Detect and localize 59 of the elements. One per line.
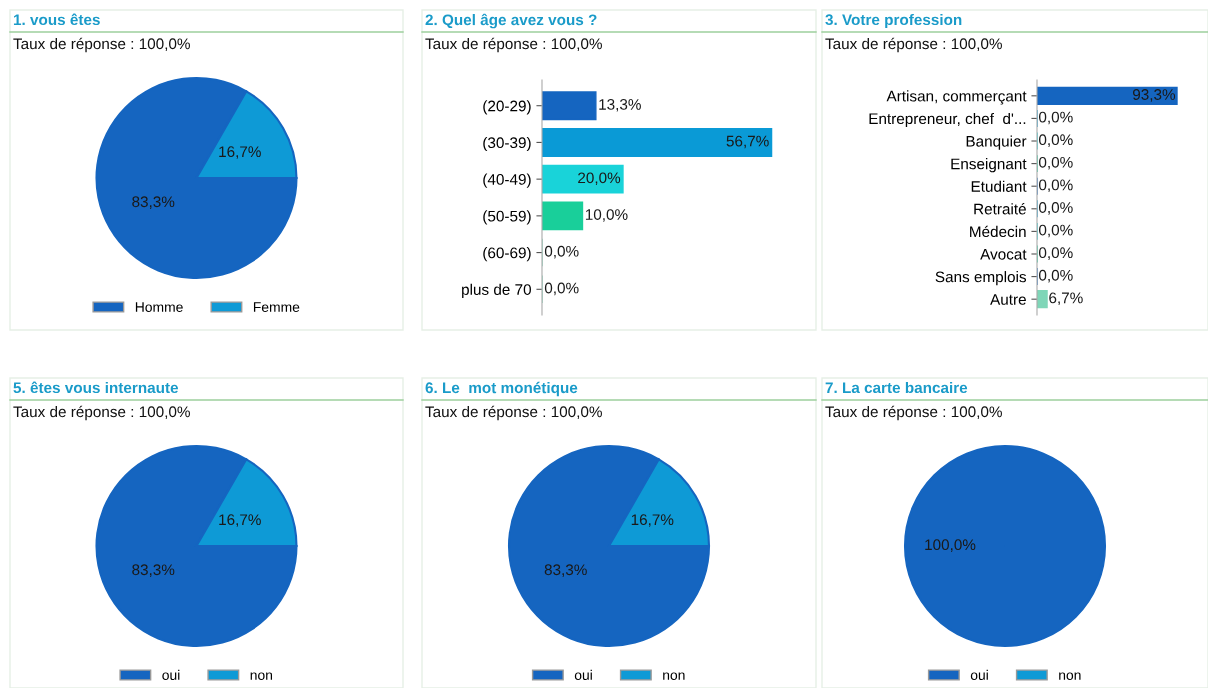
legend-label: Femme [253, 302, 300, 312]
data-label: 83,3% [544, 564, 587, 577]
y-tick-label: (30-39) [483, 136, 531, 152]
legend-label: Homme [135, 302, 183, 312]
data-label: 0,0% [1039, 247, 1073, 260]
data-label: 0,0% [1039, 224, 1073, 238]
y-tick-label: (50-59) [483, 210, 531, 225]
y-tick-label: Banquier [966, 135, 1027, 150]
chart-title: 1. vous êtes [13, 13, 100, 26]
data-label: 56,7% [726, 135, 769, 149]
chart-subtitle: Taux de réponse : 100,0% [425, 405, 602, 421]
legend-label: oui [162, 669, 180, 680]
y-tick-label: plus de 70 [462, 283, 531, 298]
data-label: 93,3% [1133, 89, 1176, 102]
data-label: 13,3% [599, 98, 641, 112]
chart-subtitle: Taux de réponse : 100,0% [13, 37, 190, 53]
y-tick-label: Retraité [974, 203, 1026, 215]
y-tick-label: (40-49) [483, 173, 531, 188]
data-label: 16,7% [631, 514, 674, 527]
y-tick-label: Artisan, commerçant [886, 90, 1027, 105]
chart-title: 7. La carte bancaire [825, 381, 968, 394]
data-label: 16,7% [219, 514, 261, 527]
data-label: 100,0% [925, 539, 976, 552]
data-label: 0,0% [544, 245, 579, 259]
legend-label: oui [970, 669, 988, 680]
data-label: 0,0% [1039, 202, 1073, 215]
text: Taux de réponse : 100,0% [825, 37, 1002, 53]
chart-title: 2. Quel âge avez vous ? [425, 13, 597, 29]
y-tick-label: Entrepreneur, chef d'... [869, 112, 1026, 128]
y-tick-label: Sans emplois [935, 271, 1027, 286]
chart-title: 5. êtes vous internaute [13, 381, 179, 394]
data-label: 0,0% [1039, 179, 1073, 193]
legend-label: oui [574, 669, 592, 680]
legend-label: non [250, 672, 273, 680]
y-tick-label: (60-69) [483, 247, 531, 262]
chart-subtitle: Taux de réponse : 100,0% [825, 405, 1002, 421]
data-label: 0,0% [1039, 111, 1073, 125]
data-label: 16,7% [219, 146, 261, 159]
data-label: 20,0% [578, 172, 621, 186]
y-tick-label: Enseignant [951, 158, 1027, 173]
legend-label: non [1059, 672, 1081, 680]
data-label: 0,0% [1039, 269, 1073, 283]
chart-title: 6. Le mot monétique [425, 381, 578, 397]
legend-label: non [663, 672, 685, 680]
y-tick-label: Médecin [970, 225, 1026, 238]
data-label: 0,0% [1039, 156, 1073, 170]
text: 3. Votre profession [825, 13, 962, 29]
y-tick-label: (20-29) [483, 100, 531, 115]
data-label: 0,0% [1039, 134, 1073, 147]
data-label: 0,0% [544, 282, 579, 296]
y-tick-label: Avocat [980, 249, 1027, 260]
y-tick-label: Etudiant [971, 180, 1027, 192]
data-label: 6,7% [1049, 292, 1083, 306]
data-label: 10,0% [585, 209, 628, 222]
chart-subtitle: Taux de réponse : 100,0% [13, 405, 190, 421]
data-label: 83,3% [132, 196, 175, 209]
data-label: 83,3% [132, 564, 175, 577]
chart-subtitle: Taux de réponse : 100,0% [425, 37, 602, 53]
y-tick-label: Autre [990, 294, 1026, 305]
